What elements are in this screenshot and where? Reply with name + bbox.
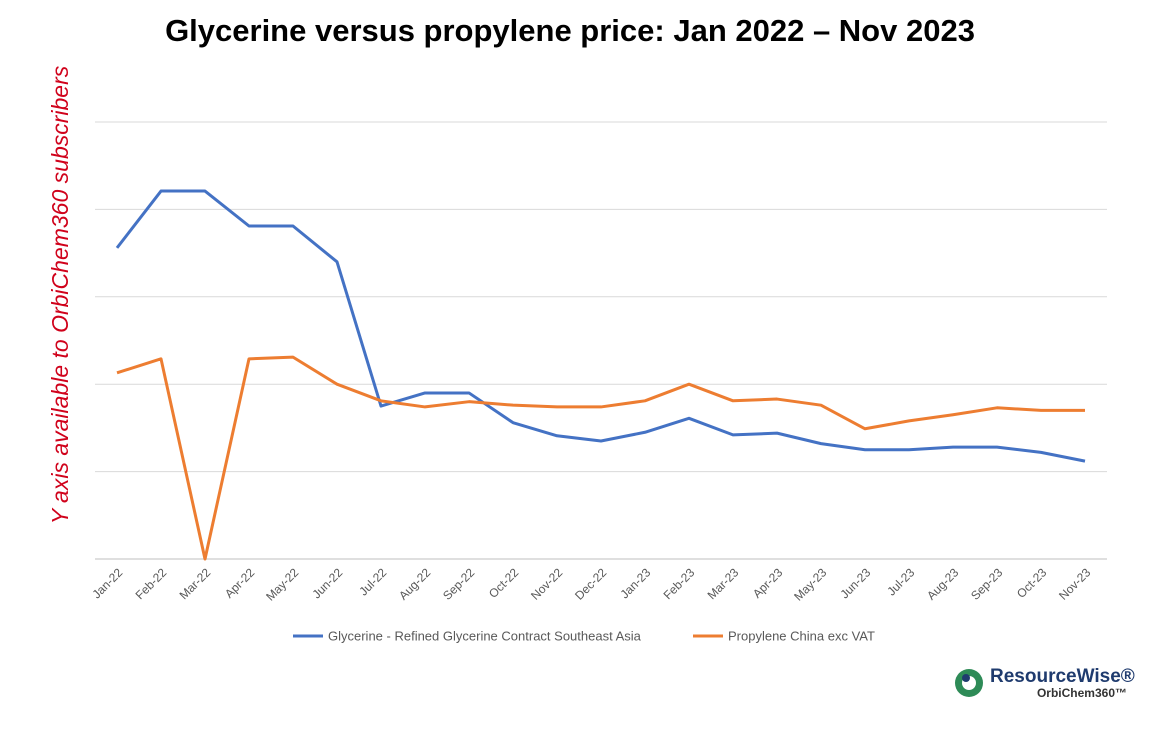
series-line bbox=[115, 189, 1086, 463]
x-tick-label: Jun-22 bbox=[310, 565, 346, 601]
x-tick-label: Apr-22 bbox=[222, 565, 258, 601]
x-tick-label: Jul-22 bbox=[356, 565, 389, 598]
x-tick-label: Aug-23 bbox=[924, 565, 961, 602]
logo-text: ResourceWise® bbox=[990, 666, 1135, 687]
x-tick-label: Jan-23 bbox=[618, 565, 654, 601]
legend-label: Glycerine - Refined Glycerine Contract S… bbox=[328, 628, 642, 643]
x-tick-label: Feb-22 bbox=[133, 565, 170, 602]
x-tick-label: Sep-23 bbox=[968, 565, 1005, 602]
x-tick-label: Apr-23 bbox=[750, 565, 786, 601]
x-tick-label: Jan-22 bbox=[90, 565, 126, 601]
logo-subtext: OrbiChem360™ bbox=[1037, 686, 1127, 700]
x-tick-label: Jun-23 bbox=[838, 565, 874, 601]
x-tick-label: Jul-23 bbox=[884, 565, 917, 598]
x-tick-label: Feb-23 bbox=[661, 565, 698, 602]
x-tick-label: Aug-22 bbox=[396, 565, 433, 602]
x-tick-label: Mar-22 bbox=[177, 565, 214, 602]
x-tick-label: Nov-23 bbox=[1056, 565, 1093, 602]
annotation: Y axis available to OrbiChem360 subscrib… bbox=[47, 65, 73, 524]
x-tick-label: Oct-23 bbox=[1014, 565, 1050, 601]
x-tick-label: Mar-23 bbox=[705, 565, 742, 602]
chart-title: Glycerine versus propylene price: Jan 20… bbox=[165, 13, 975, 48]
x-tick-label: Oct-22 bbox=[486, 565, 522, 601]
x-tick-label: May-22 bbox=[263, 565, 301, 603]
x-tick-label: Sep-22 bbox=[440, 565, 477, 602]
x-tick-label: Nov-22 bbox=[528, 565, 565, 602]
legend-label: Propylene China exc VAT bbox=[728, 628, 875, 643]
logo-icon-dot bbox=[962, 674, 970, 682]
logo: ResourceWise® OrbiChem360™ bbox=[955, 666, 1135, 700]
x-tick-label: May-23 bbox=[791, 565, 829, 603]
series-line bbox=[116, 355, 1085, 561]
x-tick-label: Dec-22 bbox=[572, 565, 609, 602]
